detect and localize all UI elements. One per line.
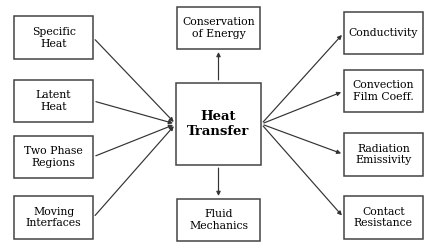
FancyBboxPatch shape [14, 80, 93, 122]
Text: Conservation
of Energy: Conservation of Energy [182, 17, 255, 39]
Text: Fluid
Mechanics: Fluid Mechanics [189, 209, 248, 231]
Text: Radiation
Emissivity: Radiation Emissivity [355, 144, 412, 165]
FancyBboxPatch shape [344, 70, 423, 112]
FancyBboxPatch shape [344, 196, 423, 239]
FancyBboxPatch shape [14, 136, 93, 178]
Text: Two Phase
Regions: Two Phase Regions [24, 146, 83, 168]
Text: Heat
Transfer: Heat Transfer [187, 110, 250, 138]
Text: Contact
Resistance: Contact Resistance [354, 207, 413, 228]
FancyBboxPatch shape [14, 196, 93, 239]
Text: Conductivity: Conductivity [349, 28, 418, 38]
FancyBboxPatch shape [14, 16, 93, 59]
FancyBboxPatch shape [344, 12, 423, 54]
FancyBboxPatch shape [176, 83, 261, 165]
Text: Convection
Film Coeff.: Convection Film Coeff. [353, 80, 414, 102]
FancyBboxPatch shape [177, 199, 260, 241]
Text: Moving
Interfaces: Moving Interfaces [26, 207, 81, 228]
FancyBboxPatch shape [344, 133, 423, 176]
FancyBboxPatch shape [177, 7, 260, 49]
Text: Specific
Heat: Specific Heat [31, 27, 76, 49]
Text: Latent
Heat: Latent Heat [36, 90, 71, 112]
